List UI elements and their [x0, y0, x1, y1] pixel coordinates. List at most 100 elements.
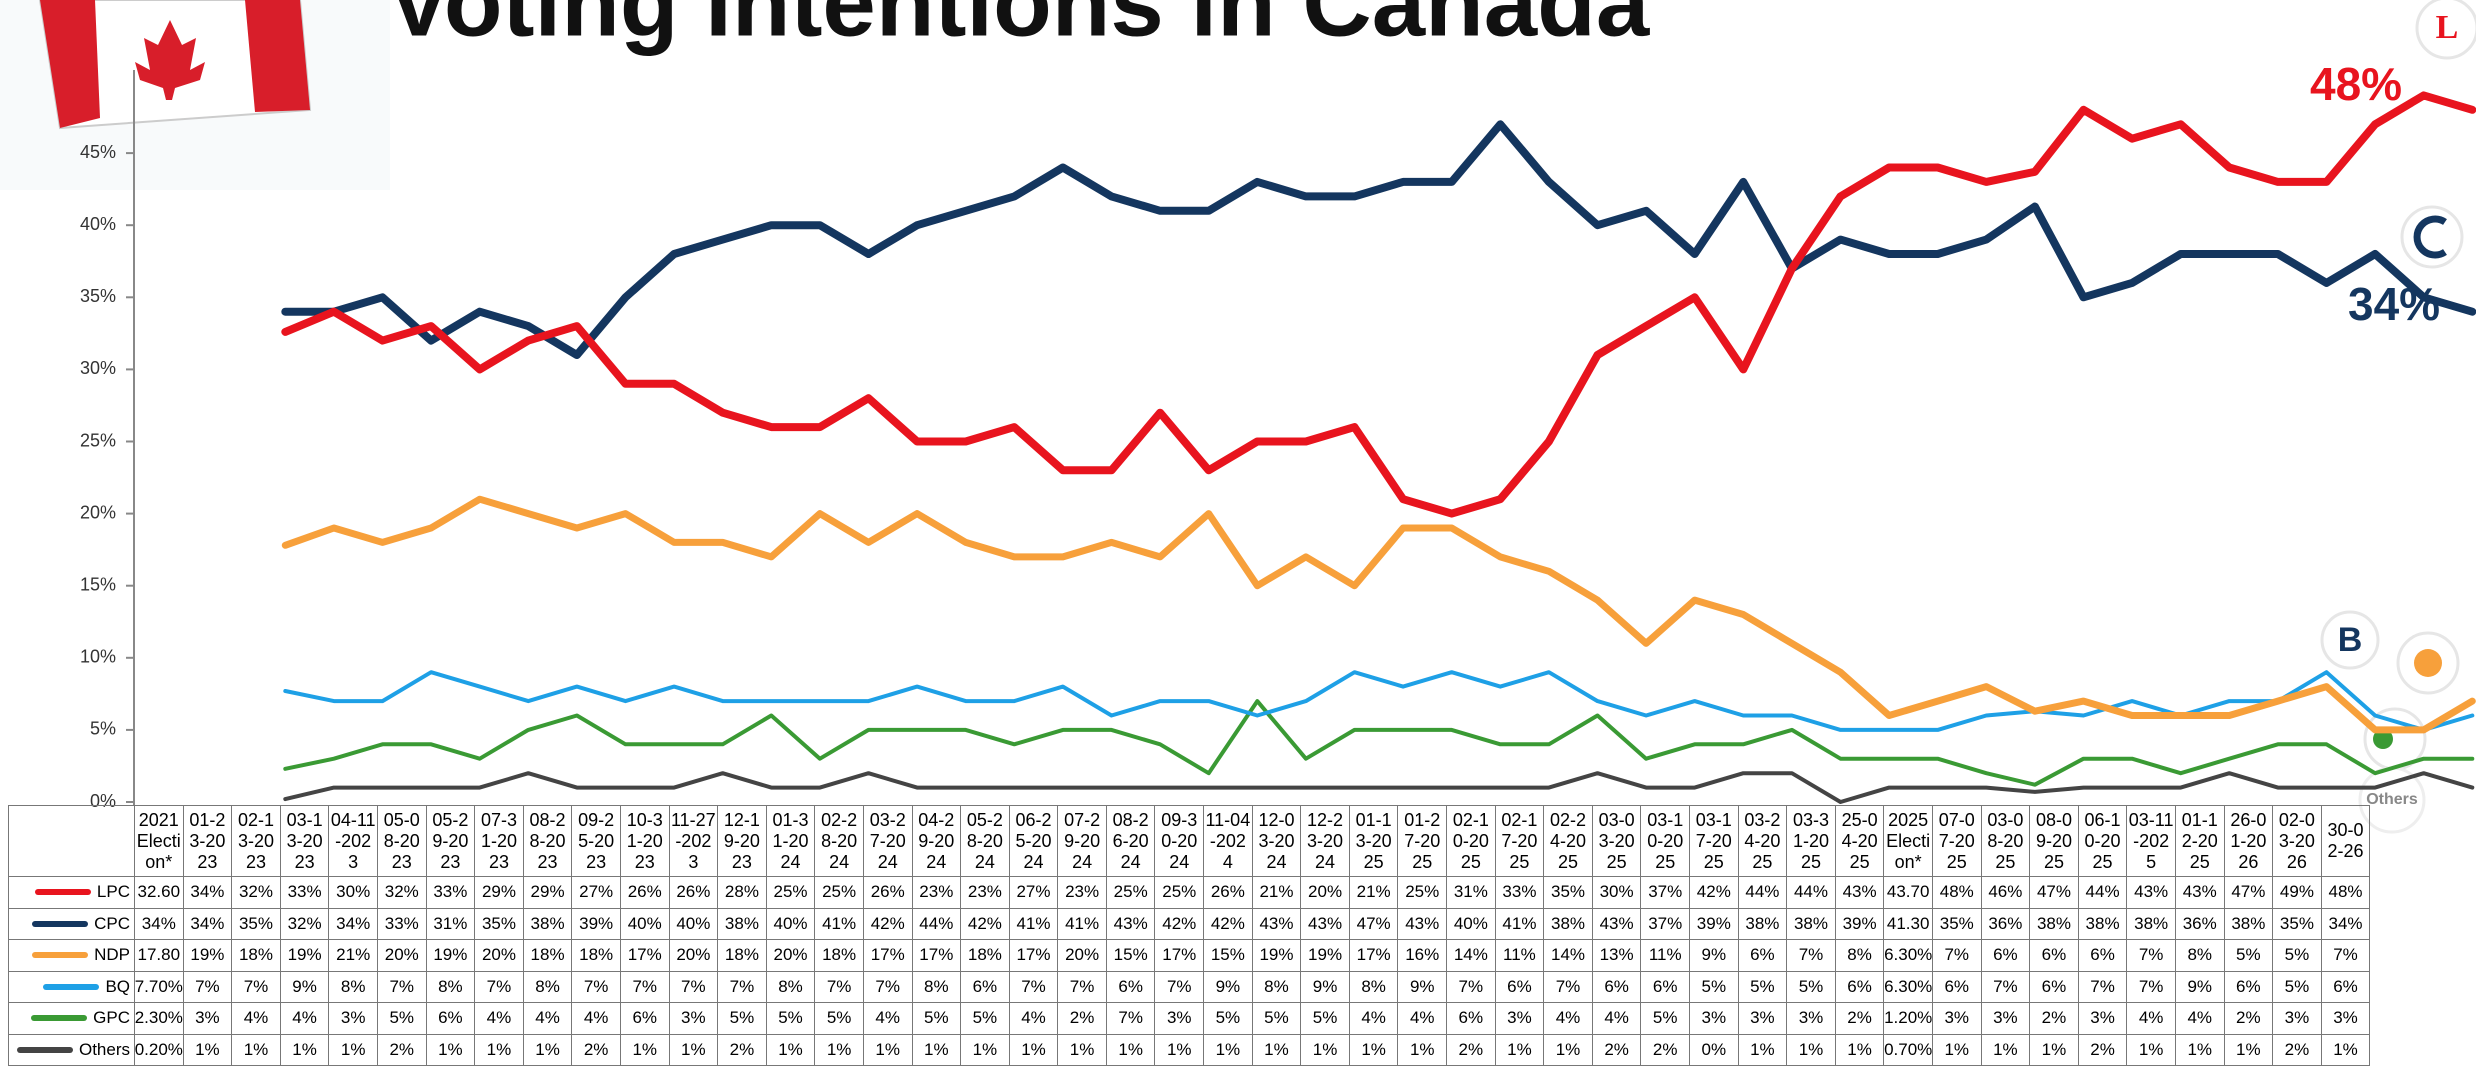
table-cell: 38%	[1544, 909, 1593, 941]
x-tick-label: 03-17-2025	[1690, 806, 1739, 877]
table-cell: 7%	[670, 972, 719, 1004]
series-line	[285, 95, 2472, 513]
legend-swatch	[32, 921, 88, 927]
table-cell: 11%	[1641, 940, 1690, 972]
table-cell: 3%	[329, 1003, 378, 1035]
table-cell: 1%	[1301, 1035, 1350, 1066]
table-cell: 4%	[1010, 1003, 1059, 1035]
table-cell: 2%	[2079, 1035, 2128, 1066]
table-cell: 5%	[1690, 972, 1739, 1004]
table-cell: 29%	[475, 877, 524, 909]
table-cell: 34%	[2322, 909, 2371, 941]
table-cell: 6%	[621, 1003, 670, 1035]
table-cell: 17%	[1155, 940, 1204, 972]
table-cell: 1%	[1787, 1035, 1836, 1066]
table-cell: 33%	[281, 877, 330, 909]
table-cell: 44%	[1787, 877, 1836, 909]
table-cell: 6%	[1593, 972, 1642, 1004]
table-cell: 25%	[1398, 877, 1447, 909]
x-tick-label: 25-04-2025	[1836, 806, 1885, 877]
table-cell: 2%	[1058, 1003, 1107, 1035]
table-cell: 28%	[718, 877, 767, 909]
x-tick-label: 12-03-2024	[1253, 806, 1302, 877]
table-cell: 31%	[427, 909, 476, 941]
table-cell: 7%	[718, 972, 767, 1004]
table-cell: 49%	[2273, 877, 2322, 909]
table-cell: 1%	[1739, 1035, 1788, 1066]
table-cell: 1%	[1544, 1035, 1593, 1066]
x-tick-label: 03-03-2025	[1593, 806, 1642, 877]
x-tick-label: 08-28-2023	[524, 806, 573, 877]
table-cell: 6%	[1933, 972, 1982, 1004]
table-cell: 2%	[1593, 1035, 1642, 1066]
table-cell: 18%	[961, 940, 1010, 972]
table-cell: 14%	[1544, 940, 1593, 972]
table-cell: 20%	[378, 940, 427, 972]
table-cell: 32%	[378, 877, 427, 909]
series-line	[285, 773, 2472, 802]
table-cell: 5%	[718, 1003, 767, 1035]
table-cell: 7%	[815, 972, 864, 1004]
series-line	[285, 124, 2472, 355]
table-cell: 43%	[1107, 909, 1156, 941]
table-cell: 43%	[1301, 909, 1350, 941]
table-cell: 4%	[524, 1003, 573, 1035]
table-cell: 1%	[1496, 1035, 1545, 1066]
table-cell: 43%	[1593, 909, 1642, 941]
x-tick-label: 12-19-2023	[718, 806, 767, 877]
legend-swatch	[17, 1047, 73, 1053]
table-cell: 7%	[572, 972, 621, 1004]
table-cell: 1%	[1836, 1035, 1885, 1066]
legend-label: Others	[79, 1040, 130, 1060]
table-cell: 1%	[767, 1035, 816, 1066]
x-tick-label: 2021 Election*	[135, 806, 184, 877]
table-cell: 8%	[329, 972, 378, 1004]
table-cell: 35%	[2273, 909, 2322, 941]
table-cell: 39%	[572, 909, 621, 941]
table-cell: 1%	[670, 1035, 719, 1066]
x-tick-label: 03-08-2025	[1982, 806, 2031, 877]
table-cell: 2%	[2273, 1035, 2322, 1066]
table-cell: 18%	[524, 940, 573, 972]
table-cell: 4%	[1593, 1003, 1642, 1035]
end-label: 48%	[2310, 58, 2402, 110]
table-cell: 6%	[1107, 972, 1156, 1004]
table-cell: 5%	[1253, 1003, 1302, 1035]
series-line	[285, 672, 2472, 730]
table-cell: 1%	[524, 1035, 573, 1066]
table-cell: 41%	[1010, 909, 1059, 941]
table-cell: 35%	[475, 909, 524, 941]
table-cell: 5%	[2225, 940, 2274, 972]
table-cell: 38%	[2225, 909, 2274, 941]
table-cell: 40%	[1447, 909, 1496, 941]
table-cell: 9%	[1398, 972, 1447, 1004]
x-tick-label: 01-31-2024	[767, 806, 816, 877]
table-cell: 20%	[475, 940, 524, 972]
x-tick-label: 05-08-2023	[378, 806, 427, 877]
table-cell: 42%	[961, 909, 1010, 941]
table-cell: 4%	[1350, 1003, 1399, 1035]
legend-entry: CPC	[9, 909, 135, 941]
table-cell: 7%	[2127, 972, 2176, 1004]
x-tick-label: 08-09-2025	[2030, 806, 2079, 877]
x-tick-label: 03-27-2024	[864, 806, 913, 877]
table-cell: 5%	[767, 1003, 816, 1035]
table-cell: 35%	[1544, 877, 1593, 909]
table-cell: 4%	[2176, 1003, 2225, 1035]
table-cell: 7%	[2079, 972, 2128, 1004]
table-cell: 39%	[1836, 909, 1885, 941]
table-cell: 6%	[961, 972, 1010, 1004]
table-cell: 7%	[621, 972, 670, 1004]
table-cell: 18%	[815, 940, 864, 972]
table-cell: 1%	[232, 1035, 281, 1066]
table-cell: 1%	[2030, 1035, 2079, 1066]
table-cell: 38%	[2127, 909, 2176, 941]
table-cell: 21%	[1350, 877, 1399, 909]
table-cell: 38%	[1739, 909, 1788, 941]
table-cell: 1%	[2225, 1035, 2274, 1066]
table-cell: 18%	[718, 940, 767, 972]
table-cell: 34%	[184, 909, 233, 941]
table-cell: 44%	[913, 909, 962, 941]
table-cell: 2%	[378, 1035, 427, 1066]
page: {"chart_data": {"type": "line", "title":…	[0, 0, 2476, 1065]
